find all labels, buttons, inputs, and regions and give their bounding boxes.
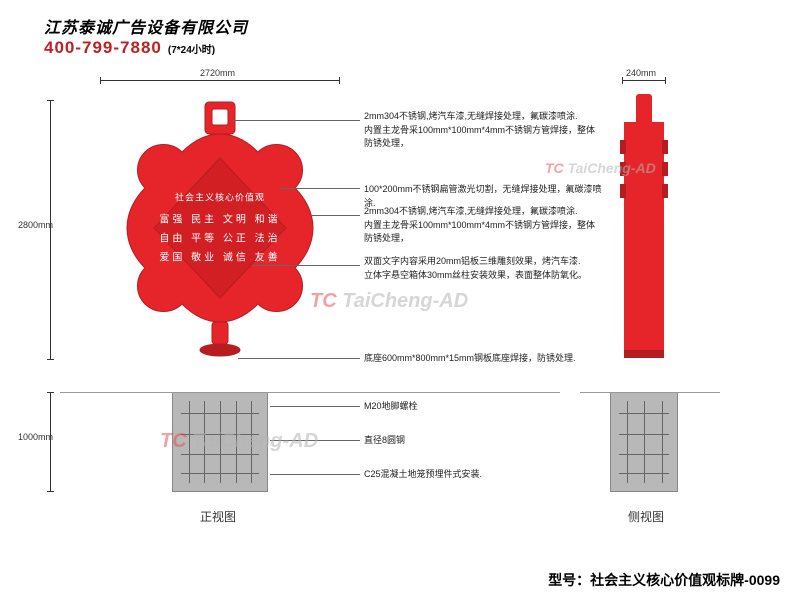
- cl4: [252, 265, 360, 266]
- dim-front-width-line: [100, 80, 340, 81]
- dim-base-height-line: [50, 392, 51, 492]
- callout-4: 双面文字内容采用20mm铝板三维雕刻效果，烤汽车漆. 立体字悬空箱体30mm丝柱…: [364, 255, 604, 282]
- callout-6: M20地脚螺栓: [364, 400, 418, 414]
- header: 江苏泰诚广告设备有限公司 400-799-7880 (7*24小时): [44, 14, 248, 58]
- side-foot: [624, 350, 664, 358]
- callout-7: 直径8圆钢: [364, 434, 405, 448]
- side-bracket-6: [662, 184, 668, 198]
- callout-1a: 2mm304不锈钢,烤汽车漆,无缝焊接处理，氟碳漆喷涂.: [364, 110, 604, 124]
- dim-total-height: 2800mm: [18, 220, 53, 230]
- sign-front: 社会主义核心价值观 富强 民主 文明 和谐 自由 平等 公正 法治 爱国 敬业 …: [100, 100, 340, 360]
- callout-3: 2mm304不锈钢,烤汽车漆,无缝焊接处理，氟碳漆喷涂. 内置主龙骨采100mm…: [364, 205, 604, 246]
- side-bracket-2: [620, 162, 626, 176]
- sign-text: 社会主义核心价值观 富强 民主 文明 和谐 自由 平等 公正 法治 爱国 敬业 …: [159, 189, 280, 267]
- side-top-cap: [636, 94, 652, 122]
- cl5: [238, 358, 360, 359]
- dim-base-height: 1000mm: [18, 432, 53, 442]
- base-grid-side: [619, 401, 669, 483]
- company-name: 江苏泰诚广告设备有限公司: [44, 14, 248, 38]
- callout-3a: 2mm304不锈钢,烤汽车漆,无缝焊接处理，氟碳漆喷涂.: [364, 205, 604, 219]
- dim-total-height-line: [50, 100, 51, 360]
- callout-3b: 内置主龙骨采100mm*100mm*4mm不锈钢方管焊接，整体防锈处理，: [364, 219, 604, 246]
- model-number: 型号：社会主义核心价值观标牌-0099: [548, 570, 780, 590]
- cl2: [280, 188, 360, 189]
- values-row-1: 富强 民主 文明 和谐: [159, 210, 280, 229]
- service-hours: (7*24小时): [168, 41, 215, 56]
- side-bracket-4: [662, 140, 668, 154]
- callout-4a: 双面文字内容采用20mm铝板三维雕刻效果，烤汽车漆.: [364, 255, 604, 269]
- phone-number: 400-799-7880: [44, 38, 162, 58]
- cl6: [270, 406, 360, 407]
- dim-side-width-line: [622, 80, 666, 81]
- callout-1b: 内置主龙骨采100mm*100mm*4mm不锈钢方管焊接，整体防锈处理，: [364, 124, 604, 151]
- callout-1: 2mm304不锈钢,烤汽车漆,无缝焊接处理，氟碳漆喷涂. 内置主龙骨采100mm…: [364, 110, 604, 151]
- callout-5: 底座600mm*800mm*15mm钢板底座焊接，防锈处理.: [364, 352, 604, 366]
- dim-side-width: 240mm: [626, 68, 656, 78]
- base-side: [610, 392, 678, 492]
- cl3: [312, 215, 360, 216]
- ground-line-side: [580, 392, 720, 393]
- sign-title: 社会主义核心价值观: [159, 189, 280, 206]
- side-bracket-3: [620, 184, 626, 198]
- side-bracket-1: [620, 140, 626, 154]
- base-front: [172, 392, 268, 492]
- ground-line: [60, 392, 560, 393]
- side-body: [624, 122, 664, 350]
- cl8: [270, 474, 360, 475]
- phone-line: 400-799-7880 (7*24小时): [44, 38, 248, 58]
- cl1: [232, 120, 360, 121]
- base-grid-front: [181, 401, 259, 483]
- label-front-view: 正视图: [200, 508, 236, 525]
- callout-4b: 立体字悬空箱体30mm丝柱安装效果，表面整体防氧化。: [364, 269, 604, 283]
- callout-8: C25混凝土地笼预埋件式安装.: [364, 468, 482, 482]
- side-bracket-5: [662, 162, 668, 176]
- label-side-view: 侧视图: [628, 508, 664, 525]
- values-row-2: 自由 平等 公正 法治: [159, 229, 280, 248]
- dim-front-width: 2720mm: [200, 68, 235, 78]
- cl7: [270, 440, 360, 441]
